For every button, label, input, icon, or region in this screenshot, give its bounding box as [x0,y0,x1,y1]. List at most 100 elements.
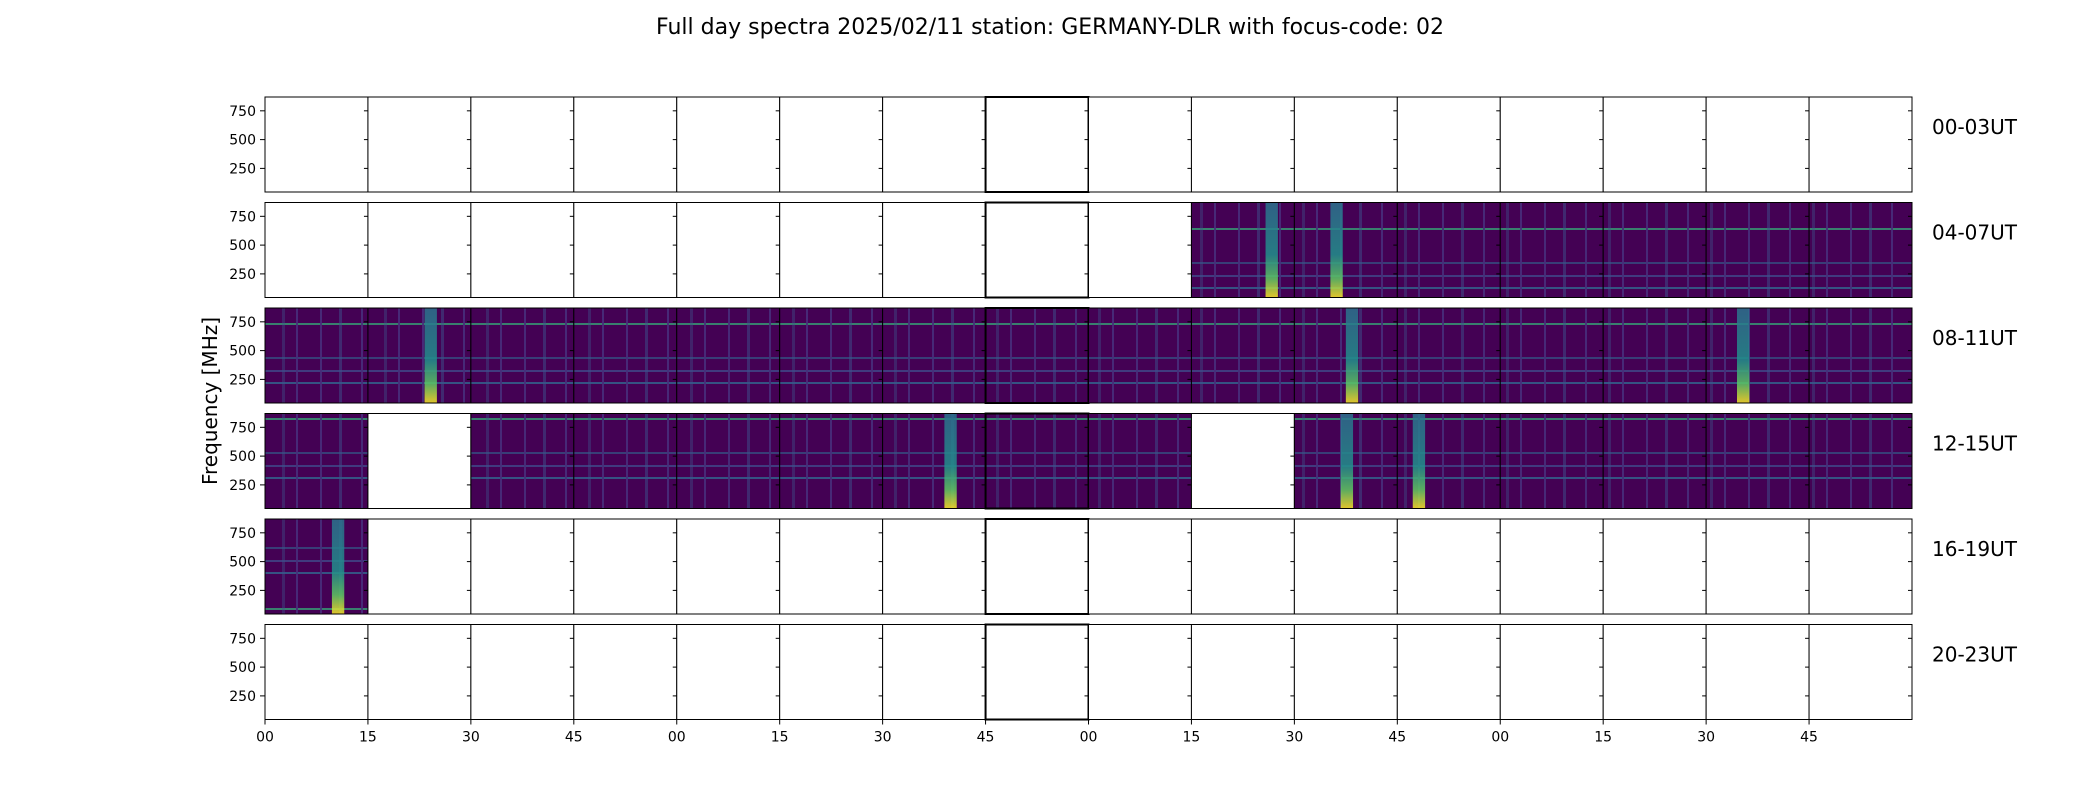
empty-panel [470,202,574,298]
empty-panel [367,624,471,720]
panel [1808,624,1913,720]
empty-panel [1603,519,1707,614]
panel [470,96,575,193]
empty-panel [265,624,368,720]
empty-panel [1397,97,1501,192]
y-tick-label: 250 [229,267,256,283]
panel [1808,413,1913,509]
empty-panel [676,97,780,192]
panel [264,96,369,193]
y-tick-label: 500 [229,555,256,571]
panel [264,413,369,509]
panel [470,518,575,615]
spectrum-panel [265,413,368,509]
spectrum-burst [1330,202,1343,298]
x-tick-label: 00 [668,730,686,746]
spectrum-panel [882,413,986,509]
panel [676,202,781,298]
panel [1499,307,1604,404]
panel [882,202,987,298]
row-08-11UT: 250 500 750 08-11UT [229,307,2018,404]
panel [1088,518,1192,615]
empty-panel [1088,202,1192,298]
spectrum-panel [1706,308,1810,403]
empty-panel [573,97,677,192]
spectrum-panel [1809,202,1912,298]
empty-panel [1191,519,1295,614]
panel [779,307,884,404]
x-tick-label: 15 [1183,730,1201,746]
panel [882,518,987,615]
empty-panel [1088,519,1192,614]
y-tick-label: 250 [229,372,256,388]
panel-frame [1808,96,1913,193]
x-tick-label: 30 [1285,730,1303,746]
row-00-03UT: 250 500 750 00-03UT [229,96,2018,193]
panel [1602,307,1707,404]
panel [264,202,369,298]
panel [1396,413,1501,509]
empty-panel [1809,624,1912,720]
empty-panel [367,97,471,192]
empty-panel [676,624,780,720]
x-tick-label: 30 [874,730,892,746]
panel [264,307,369,404]
row-12-15UT: 250 500 750 12-15UT [229,412,2018,510]
y-tick-label: 750 [229,315,256,331]
empty-panel [367,202,471,298]
y-tick-label: 750 [229,209,256,225]
empty-panel [676,519,780,614]
empty-panel [1191,413,1295,509]
y-tick-label: 500 [229,660,256,676]
spectrum-panel [1500,308,1604,403]
x-tick-label: 00 [1080,730,1098,746]
panel [367,202,472,298]
row-label: 16-19UT [1932,537,2018,561]
spectrum-panel [1603,413,1707,509]
empty-panel [779,97,883,192]
spectrum-panel [1397,202,1501,298]
panel [882,624,987,720]
panel [1499,96,1604,193]
empty-panel [1706,624,1810,720]
spectrum-panel [1706,202,1810,298]
x-axis-ticks: 00 15 30 45 00 15 30 45 00 15 30 45 00 15 30 45 [256,719,1818,746]
panel [1808,307,1913,404]
empty-panel [573,624,677,720]
panel [1808,96,1913,193]
empty-panel [1191,97,1295,192]
panel [1602,96,1707,193]
y-tick-label: 500 [229,344,256,360]
panel [779,96,884,193]
empty-panel [1397,624,1501,720]
panel [573,413,678,509]
panel [264,624,369,720]
empty-panel [367,413,471,509]
panel [367,624,472,720]
panel [1088,307,1192,404]
empty-panel [1603,97,1707,192]
empty-panel [470,519,574,614]
y-tick-label: 500 [229,449,256,465]
panel [984,201,1090,299]
empty-panel [1397,519,1501,614]
empty-panel [985,97,1089,192]
panel-frame [1808,202,1913,298]
panel [779,202,884,298]
spectrum-panel [1191,308,1295,403]
panel [1499,624,1604,720]
panel [676,518,781,615]
panel [470,202,575,298]
panel [676,413,781,509]
empty-panel [1500,519,1604,614]
row-20-23UT: 250 500 750 20-23UT [229,623,2018,721]
empty-panel [1294,97,1398,192]
spectrum-panel [1809,413,1912,509]
panel [1396,96,1501,193]
panel [1088,413,1192,509]
spectrum-panel [1088,308,1192,403]
panel [1705,96,1810,193]
panel [1396,307,1501,404]
spectrum-panel [1397,308,1501,403]
